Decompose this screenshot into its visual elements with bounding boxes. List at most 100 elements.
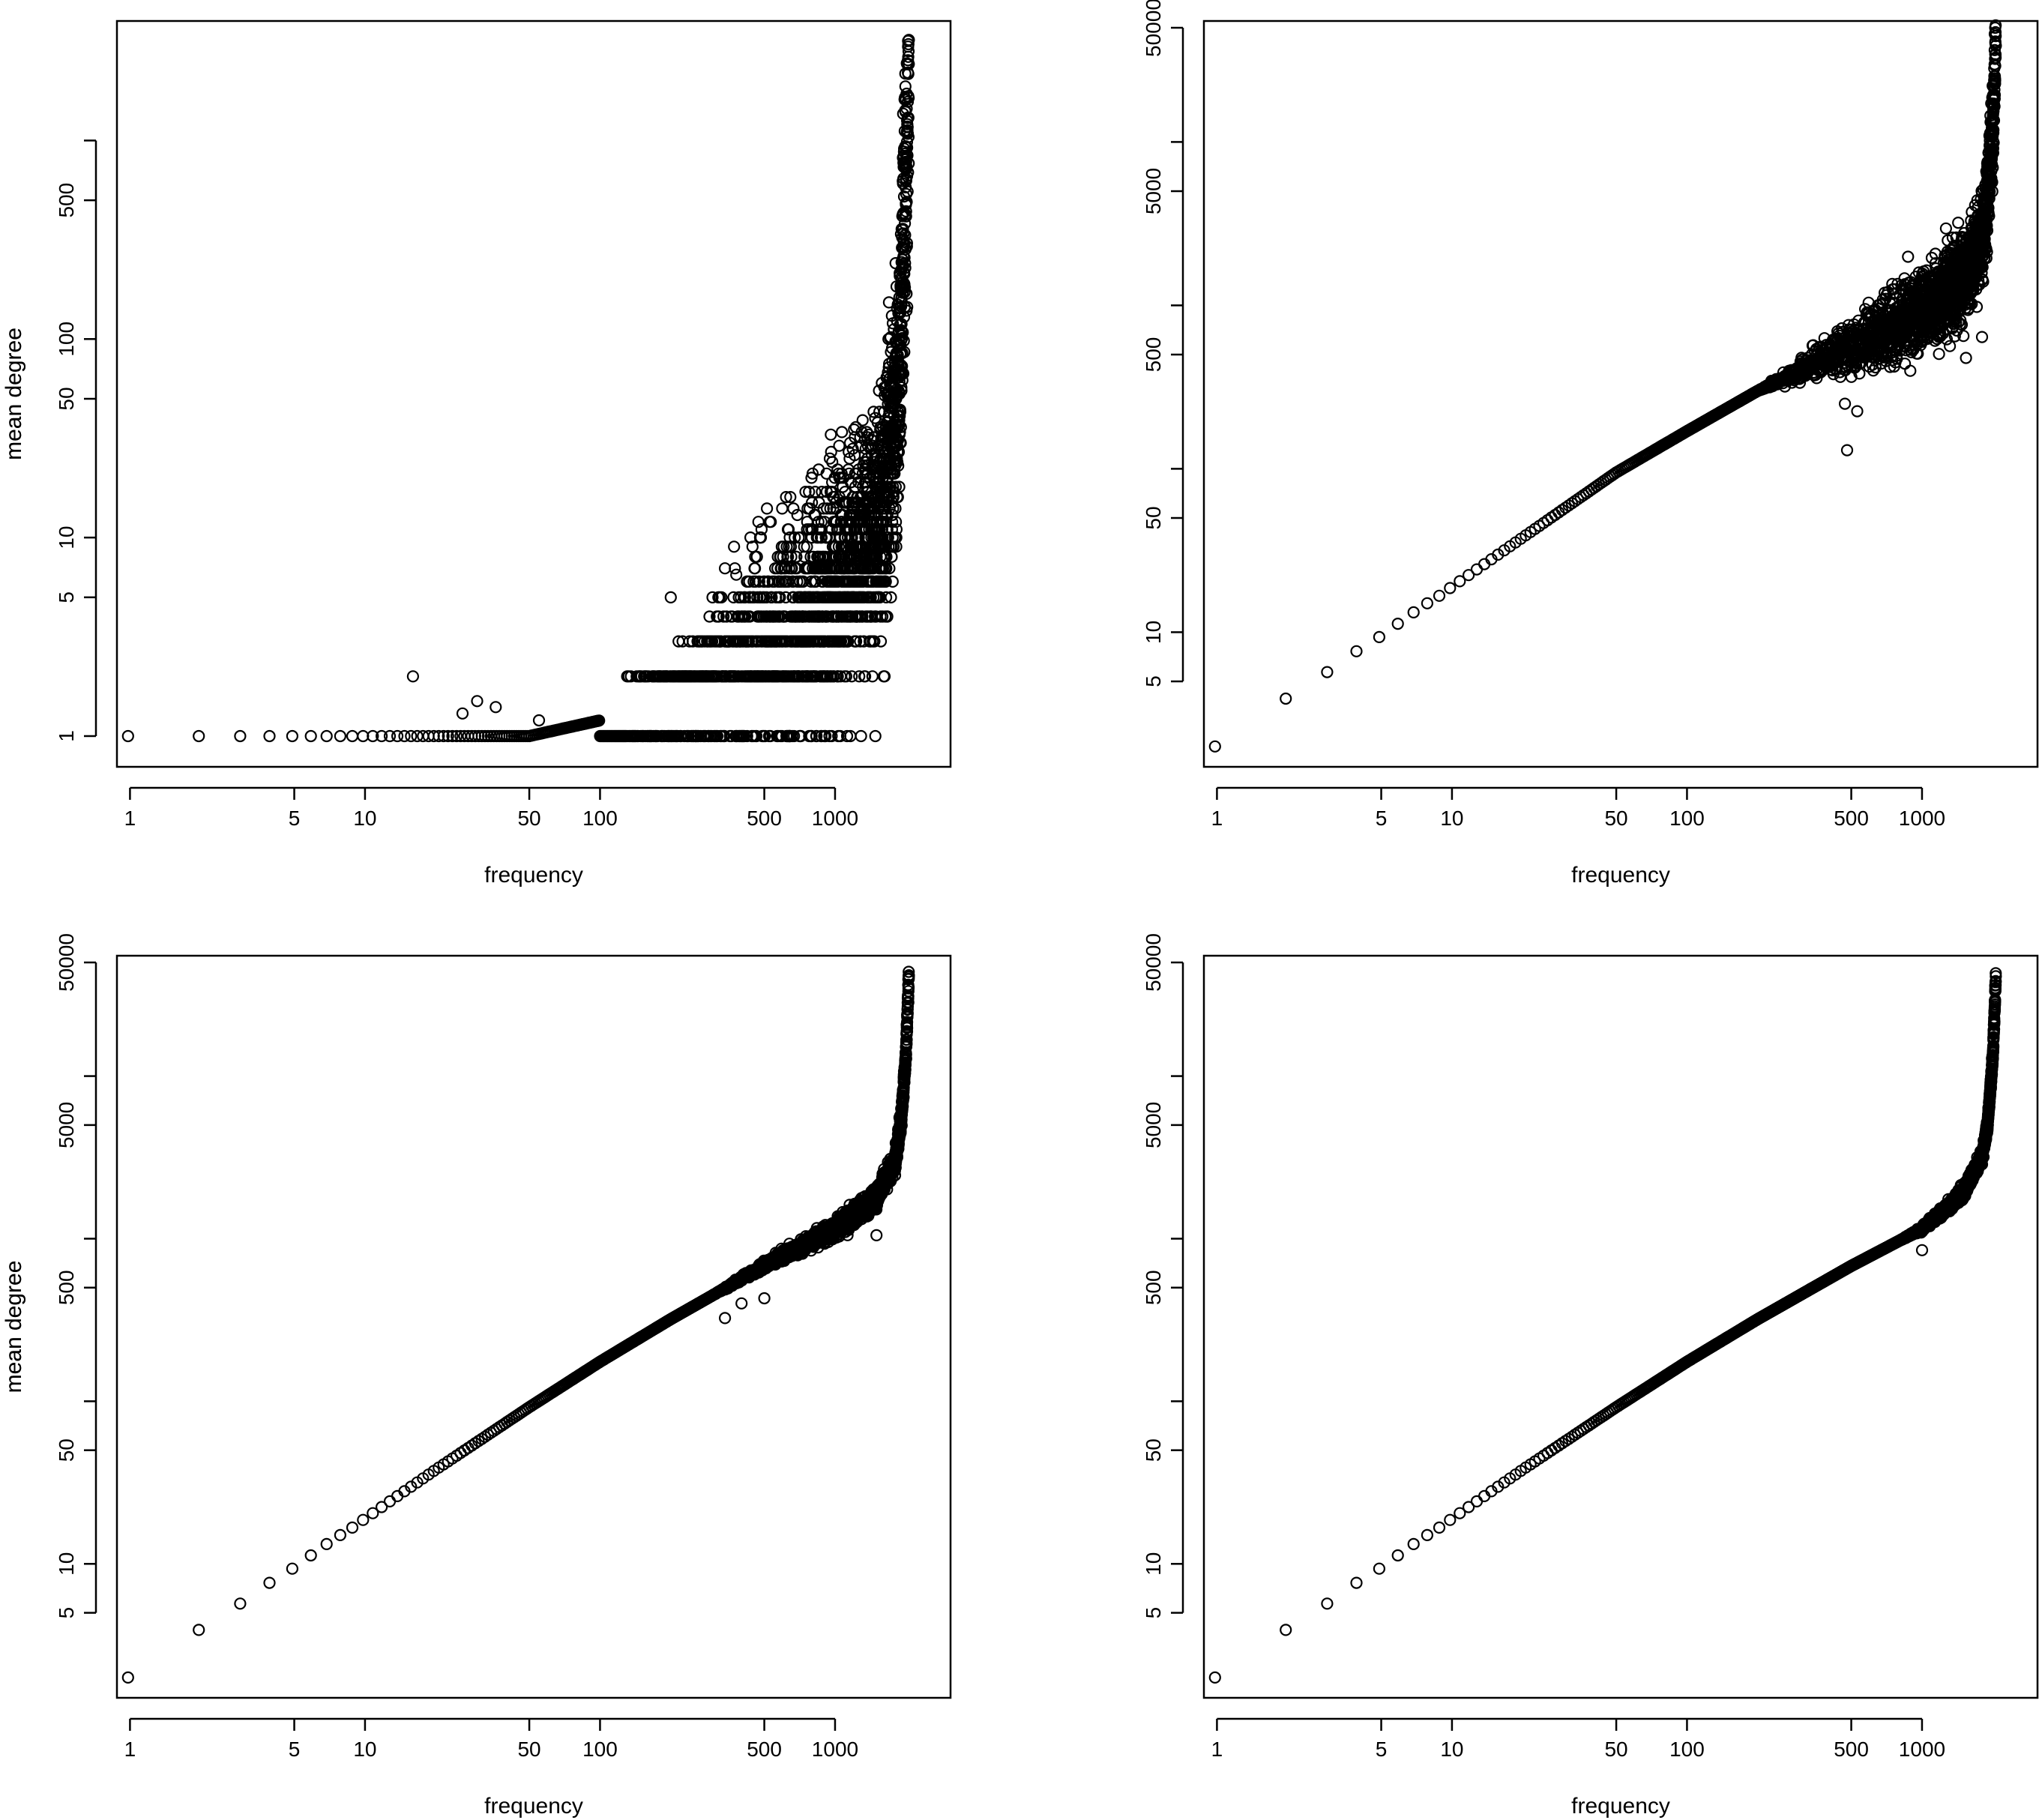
data-point bbox=[730, 568, 743, 581]
data-point bbox=[760, 591, 773, 604]
data-point bbox=[391, 729, 404, 743]
data-point bbox=[1939, 222, 1952, 235]
data-point bbox=[1952, 217, 1965, 229]
data-point bbox=[848, 423, 861, 436]
y-tick-label: 100 bbox=[55, 322, 78, 357]
data-point bbox=[869, 729, 882, 743]
x-tick-label: 500 bbox=[747, 807, 782, 830]
x-tick-label: 50 bbox=[517, 807, 540, 830]
data-point bbox=[894, 421, 907, 433]
data-point bbox=[263, 1576, 276, 1589]
data-point bbox=[754, 531, 768, 544]
x-tick-label: 5 bbox=[1376, 807, 1388, 830]
data-point bbox=[780, 490, 792, 504]
data-point bbox=[826, 456, 839, 468]
y-tick-label: 50 bbox=[55, 387, 78, 410]
data-point bbox=[490, 701, 502, 714]
x-tick-label: 10 bbox=[1440, 807, 1463, 830]
x-tick-label: 5 bbox=[289, 1738, 301, 1761]
data-point bbox=[383, 729, 397, 743]
data-point bbox=[881, 610, 894, 623]
y-tick-label: 1 bbox=[55, 730, 78, 742]
y-tick-label: 10 bbox=[55, 1552, 78, 1576]
data-point bbox=[759, 729, 771, 743]
data-point bbox=[900, 287, 913, 300]
data-point bbox=[121, 1671, 134, 1684]
plot-frame bbox=[1202, 19, 2039, 768]
plot-frame bbox=[115, 954, 952, 1699]
data-point bbox=[895, 318, 908, 331]
data-point bbox=[894, 436, 907, 449]
x-tick-label: 500 bbox=[747, 1738, 782, 1761]
data-point bbox=[286, 729, 298, 743]
data-point bbox=[897, 326, 909, 339]
data-point bbox=[792, 531, 805, 544]
x-tick-label: 1 bbox=[1211, 807, 1223, 830]
data-point bbox=[1391, 617, 1404, 630]
data-point bbox=[805, 496, 819, 509]
data-point bbox=[849, 635, 863, 648]
data-point bbox=[472, 729, 485, 743]
x-axis-label: frequency bbox=[484, 1794, 583, 1819]
data-point bbox=[896, 332, 909, 345]
data-point bbox=[1454, 575, 1466, 588]
data-point bbox=[475, 729, 488, 743]
data-point bbox=[801, 540, 813, 553]
y-tick-label: 5000 bbox=[55, 1102, 78, 1148]
data-point bbox=[791, 508, 804, 522]
data-point bbox=[853, 670, 866, 683]
data-point bbox=[858, 591, 870, 604]
data-point bbox=[889, 516, 903, 528]
data-point bbox=[840, 729, 854, 743]
data-point bbox=[753, 575, 765, 588]
data-point bbox=[715, 591, 728, 604]
data-point bbox=[809, 485, 822, 498]
x-tick-label: 1 bbox=[124, 807, 136, 830]
data-point bbox=[812, 516, 825, 528]
y-tick-label: 5 bbox=[55, 591, 78, 603]
data-point bbox=[1960, 352, 1972, 364]
data-point bbox=[784, 490, 797, 504]
data-point bbox=[741, 729, 753, 743]
data-point bbox=[828, 516, 842, 528]
data-point bbox=[898, 286, 911, 298]
chart-panel-top-left: 1 5 10 50 100 500 1000frequency151050100500mea… bbox=[1, 19, 952, 888]
data-point bbox=[357, 729, 370, 743]
data-point bbox=[898, 281, 912, 294]
data-point bbox=[892, 459, 905, 472]
data-point bbox=[901, 185, 914, 198]
data-points bbox=[1208, 19, 2002, 753]
data-point bbox=[1470, 563, 1484, 576]
data-point bbox=[1421, 597, 1434, 609]
data-point bbox=[833, 439, 846, 452]
data-point bbox=[876, 610, 889, 623]
data-point bbox=[819, 729, 832, 743]
data-point bbox=[858, 670, 872, 683]
data-point bbox=[304, 729, 317, 743]
data-point bbox=[712, 610, 725, 623]
data-points bbox=[121, 965, 915, 1684]
data-point bbox=[882, 296, 896, 309]
data-point bbox=[902, 166, 915, 179]
data-point bbox=[334, 729, 346, 743]
data-point bbox=[901, 149, 914, 162]
y-tick-label: 50000 bbox=[1142, 0, 1165, 57]
y-tick-label: 10 bbox=[55, 526, 78, 549]
data-point bbox=[886, 508, 899, 522]
data-point bbox=[902, 91, 915, 104]
data-point bbox=[1807, 339, 1819, 352]
data-point bbox=[1492, 548, 1505, 561]
data-point bbox=[809, 508, 822, 522]
plot-frame bbox=[115, 19, 952, 768]
x-tick-label: 100 bbox=[582, 1738, 618, 1761]
x-tick-label: 50 bbox=[1604, 807, 1627, 830]
data-point bbox=[825, 729, 838, 743]
chart-panel-top-right: 1 5 10 50 100 500 1000frequency510505005000500… bbox=[1, 0, 2039, 888]
data-point bbox=[777, 540, 790, 553]
data-point bbox=[898, 217, 912, 230]
data-point bbox=[883, 562, 896, 575]
data-point bbox=[886, 575, 899, 588]
